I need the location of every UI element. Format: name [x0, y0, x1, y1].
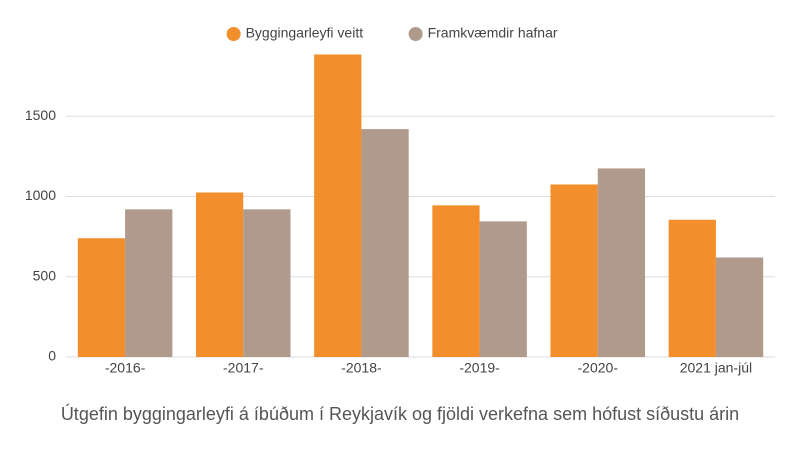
legend-label: Framkvæmdir hafnar [428, 25, 558, 41]
y-tick-label: 0 [48, 348, 56, 364]
bar [432, 205, 480, 357]
y-tick-label: 1500 [25, 107, 56, 123]
chart-title: Útgefin byggingarleyfi á íbúðum í Reykja… [61, 403, 739, 424]
bar [361, 129, 409, 357]
x-tick-label: -2016- [105, 360, 146, 376]
legend-label: Byggingarleyfi veitt [246, 25, 364, 41]
x-tick-label: -2019- [459, 360, 500, 376]
bar [125, 209, 173, 357]
bar [479, 221, 527, 357]
bar [243, 209, 291, 357]
bar [550, 184, 598, 357]
bar [715, 257, 764, 357]
x-tick-label: 2021 jan-júl [680, 360, 752, 376]
x-tick-label: -2020- [578, 360, 619, 376]
y-tick-label: 500 [33, 267, 57, 283]
bar [597, 168, 646, 357]
bar [195, 192, 244, 357]
bar [668, 219, 716, 357]
legend-marker [226, 27, 241, 41]
bar [314, 54, 362, 358]
x-tick-label: -2017- [223, 360, 264, 376]
legend-marker [408, 27, 423, 41]
bar [77, 238, 126, 357]
x-tick-label: -2018- [341, 360, 382, 376]
y-tick-label: 1000 [25, 187, 56, 203]
